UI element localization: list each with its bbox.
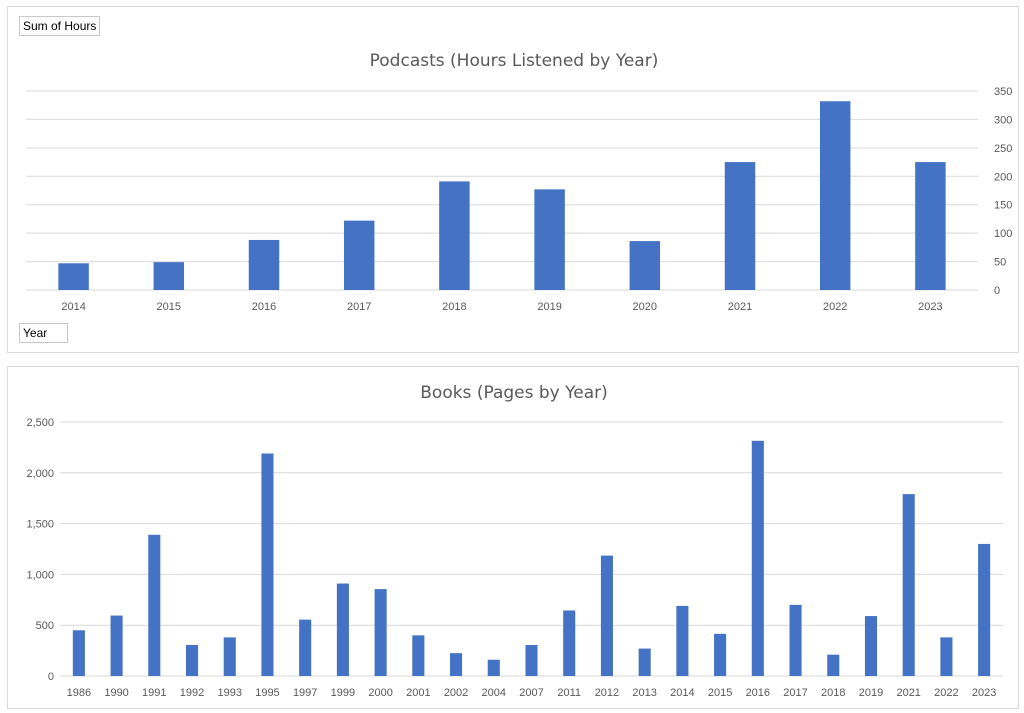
- x-tick-label: 1991: [142, 687, 166, 699]
- x-tick-label: 2016: [252, 301, 276, 313]
- x-tick-label: 2001: [406, 687, 430, 699]
- bar-1999[interactable]: [336, 583, 349, 676]
- y-tick-label: 2,500: [26, 417, 54, 429]
- x-tick-label: 2021: [896, 687, 920, 699]
- x-tick-label: 2023: [972, 687, 996, 699]
- bar-2016[interactable]: [751, 440, 764, 676]
- x-tick-label: 2020: [633, 301, 657, 313]
- x-tick-label: 2002: [444, 687, 468, 699]
- y-tick-label: 300: [994, 114, 1012, 126]
- sum-of-hours-field-button[interactable]: Sum of Hours: [19, 16, 101, 36]
- x-tick-label: 2021: [728, 301, 752, 313]
- bar-1993[interactable]: [223, 637, 236, 676]
- x-tick-label: 2007: [519, 687, 543, 699]
- x-tick-label: 2022: [934, 687, 958, 699]
- x-tick-label: 2017: [347, 301, 371, 313]
- x-tick-label: 1999: [331, 687, 355, 699]
- bar-2012[interactable]: [600, 555, 613, 676]
- x-tick-label: 2014: [61, 301, 85, 313]
- podcasts-chart-svg: Podcasts (Hours Listened by Year) 0 50 100 1…: [26, 51, 1012, 313]
- bar-2018[interactable]: [827, 654, 840, 676]
- bar-2011[interactable]: [563, 610, 576, 676]
- bar-1986[interactable]: [72, 630, 85, 676]
- x-tick-label: 2004: [482, 687, 506, 699]
- bar-1991[interactable]: [148, 534, 161, 676]
- bar-2004[interactable]: [487, 659, 500, 676]
- x-tick-label: 2019: [537, 301, 561, 313]
- y-tick-label: 1,500: [26, 519, 54, 531]
- bar-2013[interactable]: [638, 648, 651, 676]
- bar-2007[interactable]: [525, 645, 538, 676]
- books-chart-svg: Books (Pages by Year) 0 500 1,000 1,500 2,000…: [26, 383, 1003, 699]
- books-chart-panel[interactable]: Books (Pages by Year) 0 500 1,000 1,500 2,000…: [7, 366, 1019, 709]
- x-tick-label: 1990: [104, 687, 128, 699]
- bar-1995[interactable]: [261, 453, 274, 676]
- x-tick-label: 2023: [918, 301, 942, 313]
- x-tick-label: 2015: [708, 687, 732, 699]
- podcasts-chart-title: Podcasts (Hours Listened by Year): [370, 51, 659, 71]
- x-tick-label: 2011: [557, 687, 581, 699]
- bar-2014[interactable]: [58, 263, 89, 290]
- bar-2019[interactable]: [864, 616, 878, 676]
- bar-2017[interactable]: [343, 220, 375, 290]
- y-tick-label: 200: [994, 171, 1012, 183]
- bar-2015[interactable]: [153, 262, 185, 290]
- y-tick-label: 0: [48, 671, 54, 683]
- x-tick-label: 2000: [368, 687, 392, 699]
- bar-2017[interactable]: [789, 604, 802, 676]
- bar-2002[interactable]: [450, 653, 463, 676]
- x-tick-label: 1993: [217, 687, 241, 699]
- bar-2022[interactable]: [940, 637, 953, 676]
- x-tick-label: 2012: [595, 687, 619, 699]
- bar-1992[interactable]: [185, 645, 199, 676]
- x-tick-label: 2017: [783, 687, 807, 699]
- x-tick-label: 1995: [255, 687, 279, 699]
- bar-2023[interactable]: [978, 543, 991, 676]
- y-tick-label: 150: [994, 200, 1012, 212]
- bar-2020[interactable]: [629, 241, 661, 290]
- bar-1997[interactable]: [299, 619, 312, 676]
- y-tick-label: 100: [994, 228, 1012, 240]
- bar-2021[interactable]: [902, 494, 915, 676]
- x-tick-label: 2018: [442, 301, 466, 313]
- x-tick-label: 1992: [180, 687, 204, 699]
- y-tick-label: 350: [994, 86, 1012, 98]
- x-tick-label: 1997: [293, 687, 317, 699]
- bar-2021[interactable]: [724, 162, 756, 290]
- books-chart-title: Books (Pages by Year): [420, 383, 608, 403]
- x-tick-label: 2014: [670, 687, 694, 699]
- x-tick-label: 2013: [632, 687, 656, 699]
- bar-1990[interactable]: [110, 615, 123, 676]
- y-tick-label: 1,000: [26, 569, 54, 581]
- y-tick-label: 500: [36, 620, 54, 632]
- y-tick-label: 50: [994, 257, 1006, 269]
- x-tick-label: 1986: [67, 687, 91, 699]
- y-tick-label: 2,000: [26, 468, 54, 480]
- bar-2014[interactable]: [676, 605, 689, 676]
- y-tick-label: 250: [994, 143, 1012, 155]
- bar-2016[interactable]: [248, 239, 280, 290]
- y-tick-label: 0: [994, 285, 1000, 297]
- x-tick-label: 2022: [823, 301, 847, 313]
- podcasts-chart-panel[interactable]: Podcasts (Hours Listened by Year) 0 50 100 1…: [7, 6, 1019, 353]
- x-tick-label: 2016: [746, 687, 770, 699]
- bar-2000[interactable]: [374, 589, 387, 676]
- x-tick-label: 2018: [821, 687, 845, 699]
- bar-2019[interactable]: [534, 189, 565, 290]
- bar-2001[interactable]: [412, 635, 425, 676]
- bar-2023[interactable]: [915, 162, 946, 290]
- bar-2015[interactable]: [714, 633, 727, 676]
- bar-2018[interactable]: [439, 181, 470, 290]
- x-tick-label: 2015: [157, 301, 181, 313]
- bar-2022[interactable]: [819, 101, 851, 290]
- x-tick-label: 2019: [859, 687, 883, 699]
- year-field-button[interactable]: Year: [19, 323, 68, 343]
